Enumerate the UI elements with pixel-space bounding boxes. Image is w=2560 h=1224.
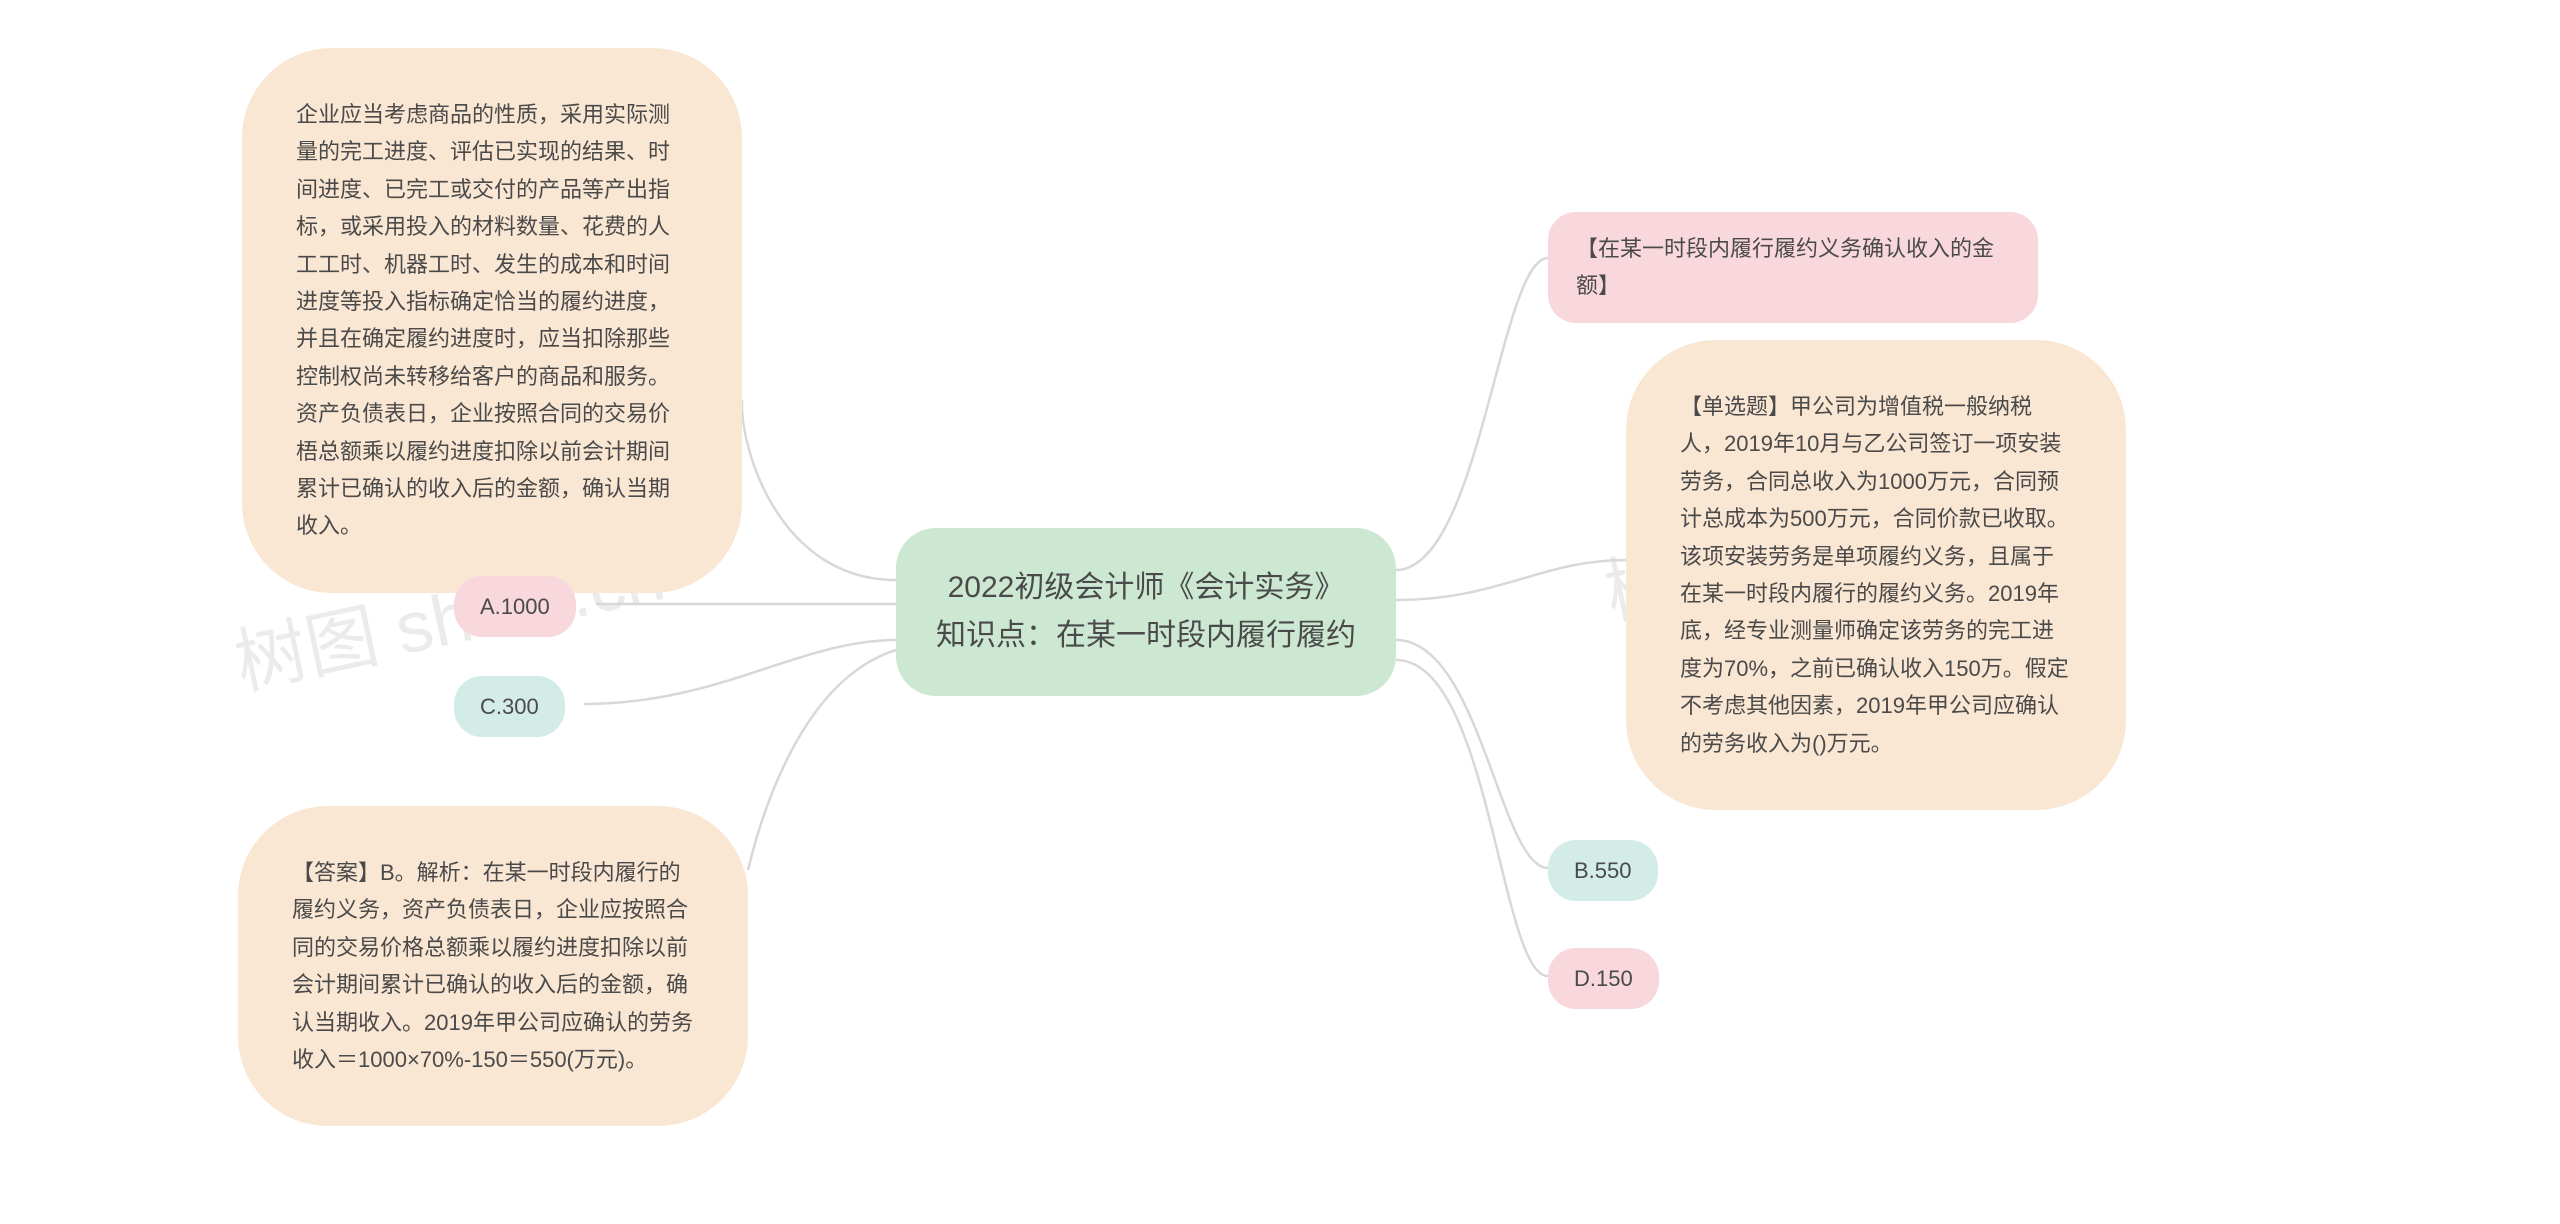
center-node: 2022初级会计师《会计实务》知识点：在某一时段内履行履约 [896,528,1396,696]
node-topic-heading: 【在某一时段内履行履约义务确认收入的金额】 [1548,212,2038,323]
node-question: 【单选题】甲公司为增值税一般纳税人，2019年10月与乙公司签订一项安装劳务，合… [1626,340,2126,810]
option-b: B.550 [1548,840,1658,901]
node-answer: 【答案】B。解析：在某一时段内履行的履约义务，资产负债表日，企业应按照合同的交易… [238,806,748,1126]
node-explanation: 企业应当考虑商品的性质，采用实际测量的完工进度、评估已实现的结果、时间进度、已完… [242,48,742,593]
option-a: A.1000 [454,576,576,637]
option-d: D.150 [1548,948,1659,1009]
option-c: C.300 [454,676,565,737]
